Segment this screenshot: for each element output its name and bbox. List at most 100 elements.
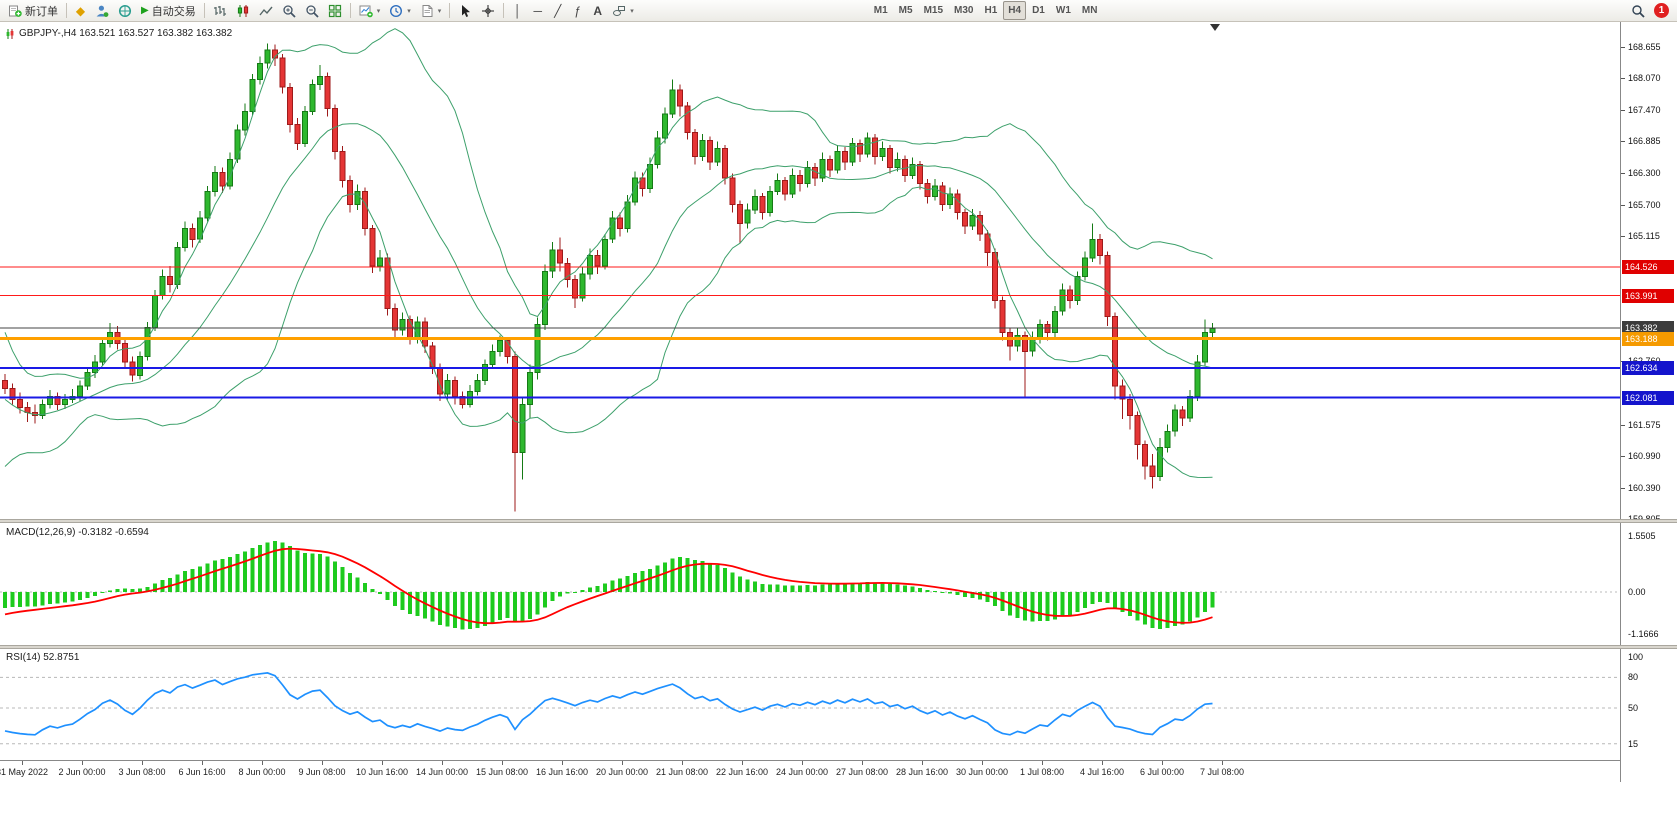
rsi-panel[interactable] (0, 649, 1620, 760)
toolbar-separator (503, 3, 505, 18)
macd-bar (363, 582, 367, 592)
macd-bar (790, 585, 795, 592)
mql5-button[interactable]: ◆ (71, 1, 90, 20)
time-tick (682, 761, 683, 765)
candle (962, 212, 968, 227)
crosshair-button[interactable] (477, 1, 499, 20)
timeframe-h1[interactable]: H1 (979, 1, 1002, 20)
macd-bar (198, 566, 202, 592)
timeframe-m15[interactable]: M15 (919, 1, 948, 20)
macd-bar (550, 592, 555, 601)
price-label: 165.115 (1628, 230, 1660, 241)
template-button[interactable]: ▾ (416, 1, 446, 20)
zoom-out-button[interactable] (301, 1, 323, 20)
candle (377, 257, 383, 267)
time-tick (1102, 761, 1103, 765)
fibonacci-tool-button[interactable]: ƒ (568, 1, 587, 20)
autotrade-label: 自动交易 (151, 5, 196, 18)
text-tool-button[interactable]: A (588, 1, 607, 20)
panel-divider[interactable] (0, 519, 1677, 523)
timeframe-m1[interactable]: M1 (869, 1, 893, 20)
macd-bar (78, 592, 82, 600)
line-chart-button[interactable] (255, 1, 277, 20)
search-icon (1632, 4, 1645, 18)
macd-bar (580, 590, 585, 592)
macd-bar (1075, 592, 1080, 612)
panel-divider[interactable] (0, 645, 1677, 649)
macd-panel[interactable] (0, 523, 1620, 645)
tile-windows-icon (328, 4, 341, 17)
macd-bar (573, 592, 577, 593)
macd-bar (588, 587, 592, 592)
timeframe-h4[interactable]: H4 (1003, 1, 1027, 20)
candle (347, 180, 353, 206)
macd-bar (33, 592, 37, 607)
macd-bar (760, 583, 765, 592)
macd-bar (243, 551, 247, 592)
timeframe-d1[interactable]: D1 (1027, 1, 1050, 20)
candle (782, 180, 788, 195)
candle (512, 356, 518, 454)
candle (909, 164, 916, 176)
timeframe-m30[interactable]: M30 (949, 1, 978, 20)
macd-bar (498, 592, 502, 621)
cursor-button[interactable] (454, 1, 476, 20)
candle (1022, 334, 1028, 352)
profiles-button[interactable]: ▾ (355, 1, 385, 20)
new-order-button[interactable]: 新订单 (4, 1, 62, 20)
time-axis[interactable]: 31 May 2022 2 Jun 00:00 3 Jun 08:00 6 Jun 1… (0, 760, 1620, 783)
macd-bar (1045, 592, 1050, 621)
macd-bar (993, 592, 997, 607)
macd-bar (1188, 592, 1192, 622)
price-scale[interactable]: 168.655 168.070 167.470 166.885 166.300 165.7… (1620, 22, 1677, 782)
community-button[interactable] (91, 1, 113, 20)
candle (504, 340, 511, 358)
hline-tool-button[interactable]: ─ (528, 1, 547, 20)
vline-tool-button[interactable]: │ (508, 1, 527, 20)
candle (144, 326, 151, 358)
macd-bar (940, 592, 945, 593)
candle (452, 380, 458, 398)
macd-bar (190, 569, 195, 592)
macd-bar (483, 592, 487, 626)
macd-bar (745, 579, 750, 592)
macd-bar (1060, 592, 1065, 617)
price-chart[interactable] (0, 22, 1620, 519)
bollinger-band (4, 123, 1213, 416)
candle (482, 364, 488, 382)
candle (1172, 409, 1178, 432)
toolbar: 新订单 ◆ ▶ 自动交易 (0, 0, 1677, 22)
macd-bar (910, 586, 915, 592)
candle-chart-button[interactable] (232, 1, 254, 20)
macd-bar (1195, 592, 1200, 618)
timeframe-m5[interactable]: M5 (894, 1, 918, 20)
notification-badge[interactable]: 1 (1654, 3, 1669, 18)
timeframe-w1[interactable]: W1 (1051, 1, 1076, 20)
macd-bar (1083, 592, 1087, 609)
period-button[interactable]: ▾ (385, 1, 415, 20)
candle (332, 108, 338, 152)
candle (39, 404, 46, 416)
search-button[interactable] (1627, 1, 1649, 20)
autotrade-button[interactable]: ▶ 自动交易 (137, 1, 200, 20)
time-tick (382, 761, 383, 765)
candle (699, 140, 706, 158)
macd-bar (408, 592, 412, 615)
tile-windows-button[interactable] (324, 1, 346, 20)
candle (17, 398, 23, 408)
candle (122, 342, 128, 363)
bar-chart-button[interactable] (209, 1, 231, 20)
time-tick (1042, 761, 1043, 765)
macd-bar (1038, 592, 1042, 621)
candle (317, 76, 323, 86)
shapes-tool-button[interactable]: ▾ (608, 1, 638, 20)
zoom-in-button[interactable] (278, 1, 300, 20)
macd-bar (333, 561, 337, 592)
trendline-tool-button[interactable]: ╱ (548, 1, 567, 20)
market-button[interactable] (114, 1, 136, 20)
chart-shift-marker[interactable] (1210, 24, 1220, 31)
bollinger-band (4, 28, 1213, 379)
timeframe-mn[interactable]: MN (1077, 1, 1103, 20)
time-label: 31 May 2022 (0, 767, 49, 777)
